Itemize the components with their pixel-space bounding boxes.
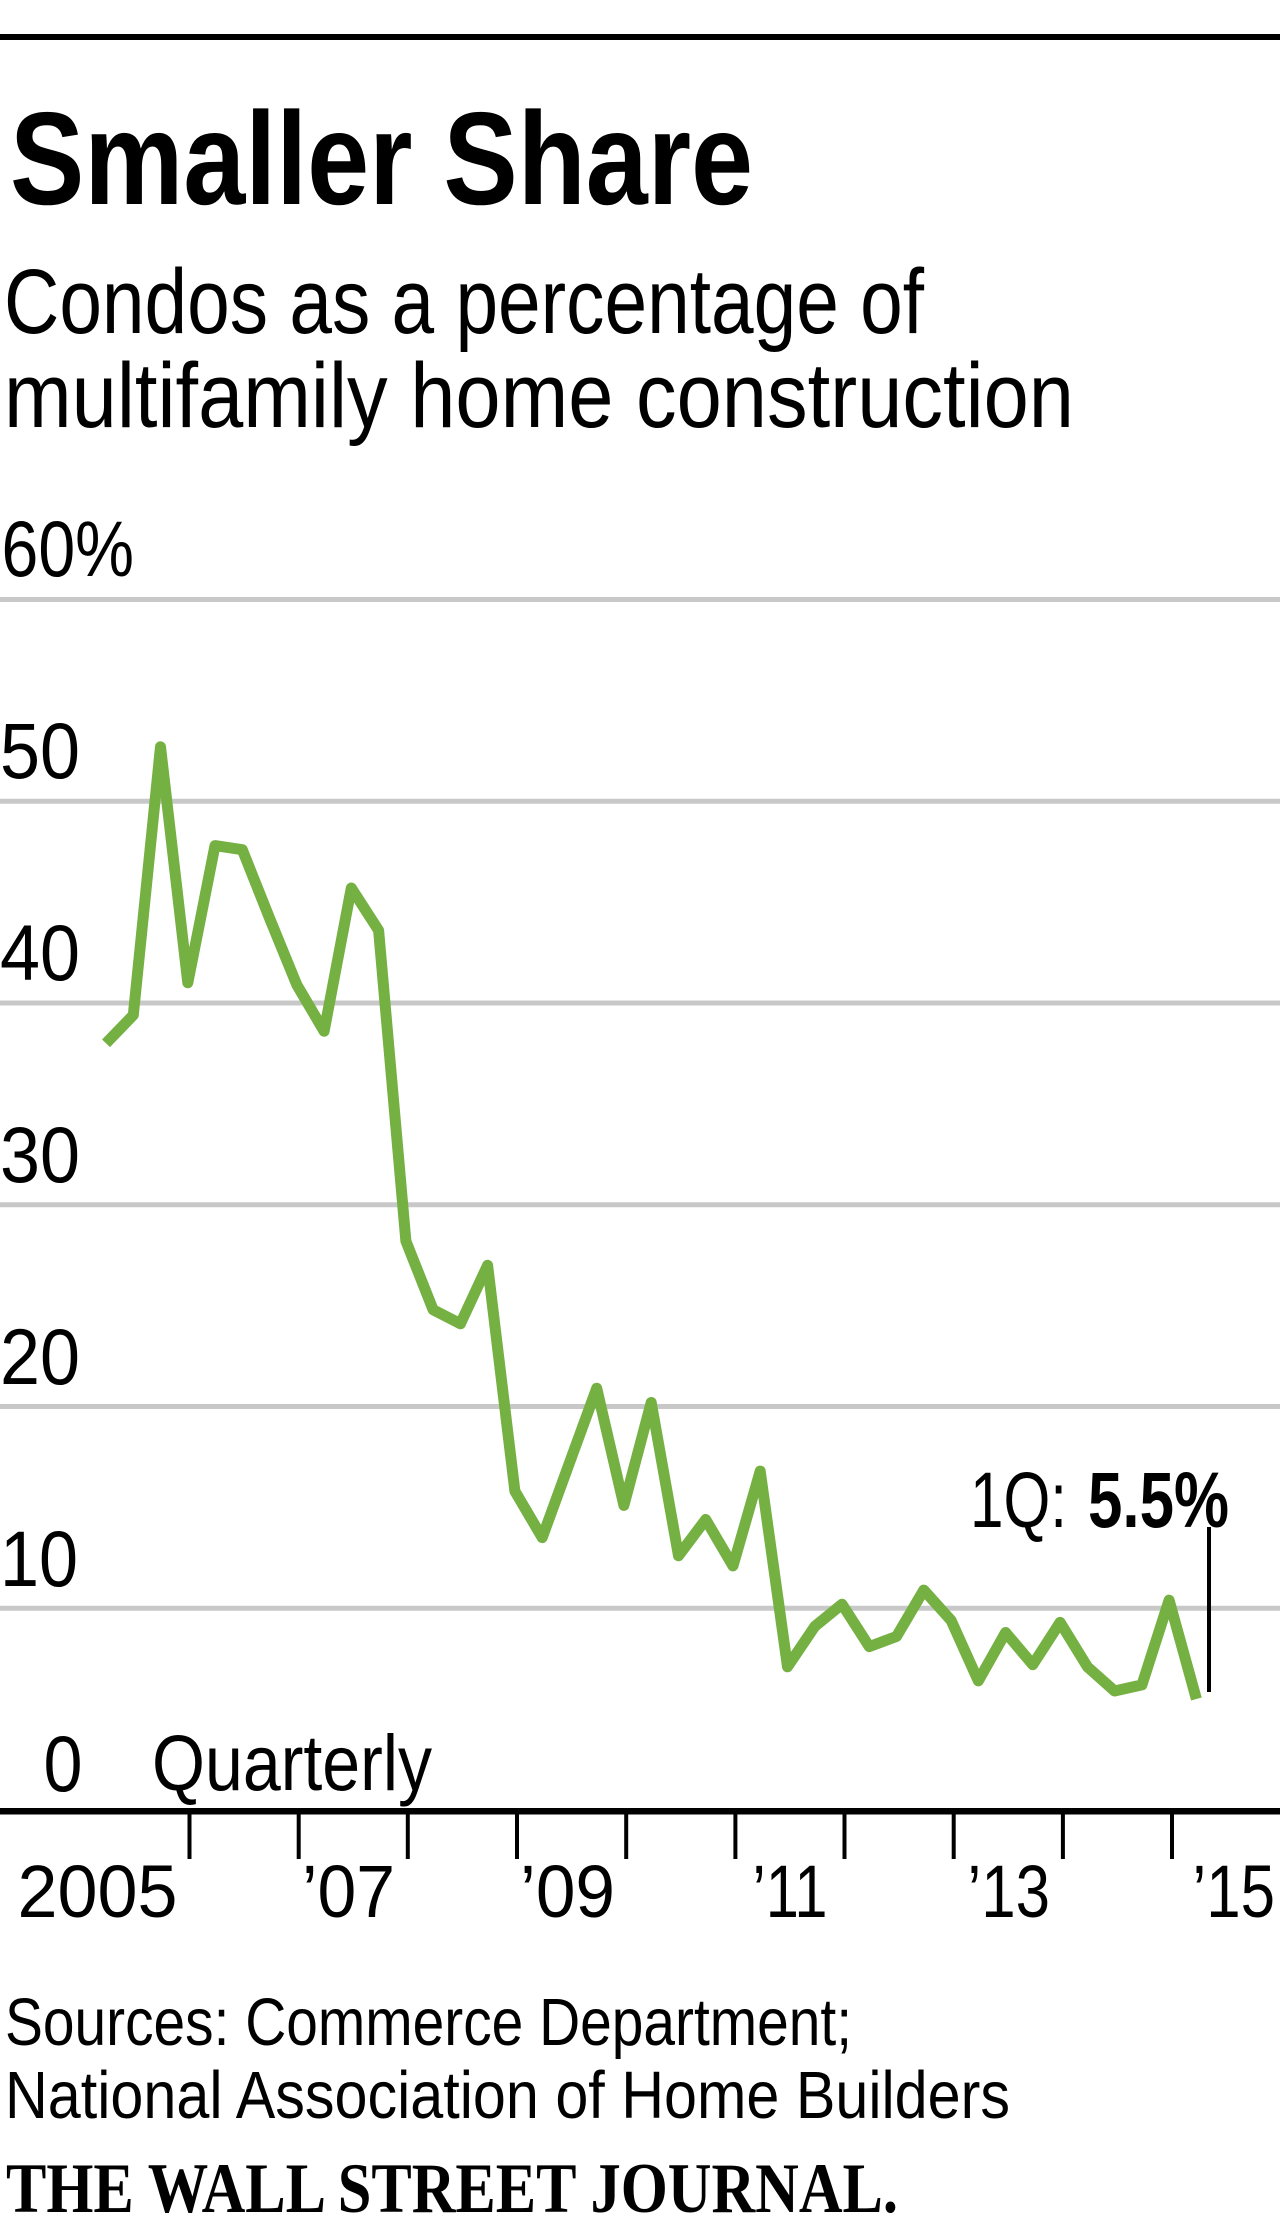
svg-text:National Association of Home B: National Association of Home Builders xyxy=(5,2058,1010,2133)
svg-text:Condos as a percentage of: Condos as a percentage of xyxy=(4,251,924,353)
svg-text:Quarterly: Quarterly xyxy=(152,1718,432,1807)
svg-text:0: 0 xyxy=(44,1719,83,1808)
svg-text:30: 30 xyxy=(0,1110,80,1199)
svg-text:Smaller Share: Smaller Share xyxy=(10,85,753,232)
svg-text:’07: ’07 xyxy=(302,1850,395,1933)
svg-text:60%: 60% xyxy=(2,504,135,593)
svg-text:’11: ’11 xyxy=(753,1850,828,1933)
svg-text:1Q:: 1Q: xyxy=(970,1455,1067,1544)
svg-text:multifamily home construction: multifamily home construction xyxy=(4,345,1074,447)
svg-text:5.5%: 5.5% xyxy=(1088,1455,1229,1544)
svg-text:10: 10 xyxy=(0,1514,78,1603)
svg-text:’09: ’09 xyxy=(520,1850,615,1933)
svg-text:20: 20 xyxy=(0,1312,80,1401)
svg-text:Sources: Commerce Department;: Sources: Commerce Department; xyxy=(5,1985,852,2060)
svg-text:’13: ’13 xyxy=(968,1850,1051,1933)
svg-text:THE WALL STREET JOURNAL.: THE WALL STREET JOURNAL. xyxy=(6,2150,898,2228)
svg-text:2005: 2005 xyxy=(18,1850,178,1933)
svg-text:’15: ’15 xyxy=(1193,1850,1276,1933)
svg-text:40: 40 xyxy=(0,908,80,997)
svg-text:50: 50 xyxy=(0,706,80,795)
